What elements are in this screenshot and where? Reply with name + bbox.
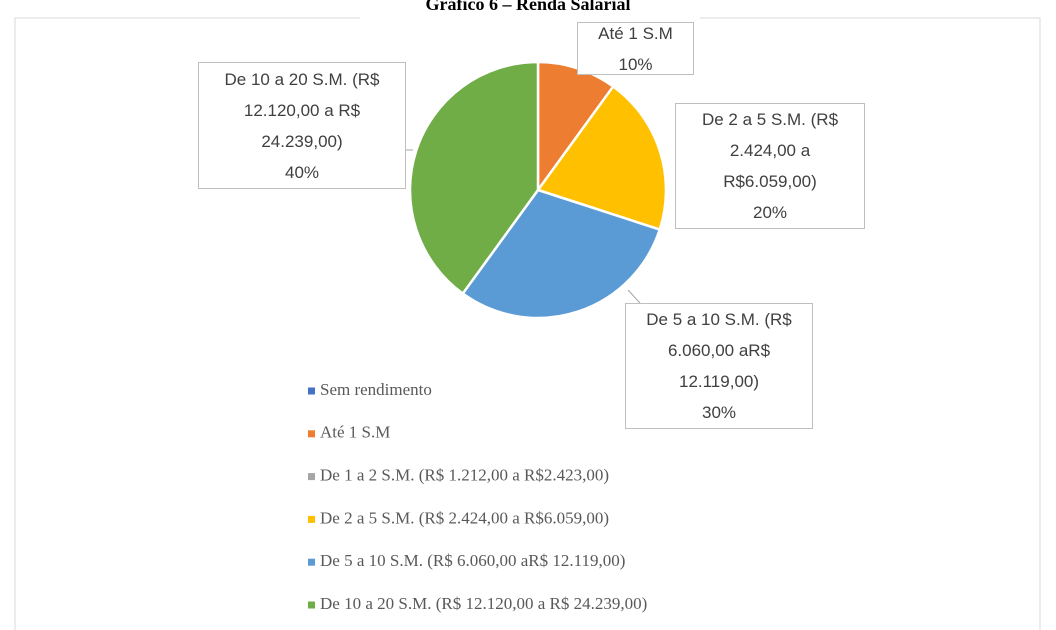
legend-label: Sem rendimento <box>320 380 432 399</box>
data-label-category: De 2 a 5 S.M. (R$ 2.424,00 a R$6.059,00) <box>701 110 839 191</box>
legend-label: De 1 a 2 S.M. (R$ 1.212,00 a R$2.423,00) <box>320 466 609 485</box>
pie-slice <box>535 84 668 232</box>
legend-label: Até 1 S.M <box>320 423 390 442</box>
legend-label: De 2 a 5 S.M. (R$ 2.424,00 a R$6.059,00) <box>320 508 609 527</box>
data-label: De 2 a 5 S.M. (R$ 2.424,00 a R$6.059,00)… <box>675 103 865 229</box>
chart-title: Gráfico 6 – Renda Salarial <box>426 0 631 14</box>
data-label-category: Até 1 S.M <box>598 23 673 43</box>
legend-swatch <box>308 430 315 438</box>
pie-slice <box>408 60 540 296</box>
legend-label: De 10 a 20 S.M. (R$ 12.120,00 a R$ 24.23… <box>320 594 647 613</box>
pie-slice <box>461 188 662 320</box>
legend-swatch <box>308 515 315 523</box>
data-label: De 10 a 20 S.M. (R$ 12.120,00 a R$ 24.23… <box>198 62 406 189</box>
legend-swatch <box>308 387 315 395</box>
data-label-category: De 5 a 10 S.M. (R$ 6.060,00 aR$ 12.119,0… <box>646 310 792 391</box>
data-label-category: De 10 a 20 S.M. (R$ 12.120,00 a R$ 24.23… <box>224 69 380 151</box>
data-label: Até 1 S.M 10% <box>577 22 694 75</box>
data-label-value: 40% <box>284 162 320 182</box>
data-label: De 5 a 10 S.M. (R$ 6.060,00 aR$ 12.119,0… <box>625 303 813 429</box>
legend-swatch <box>308 558 315 566</box>
legend-swatch <box>308 601 315 609</box>
leader-line <box>627 289 641 304</box>
title-backdrop <box>360 8 700 22</box>
legend-swatch <box>308 473 315 481</box>
data-label-value: 20% <box>752 203 788 222</box>
data-label-value: 10% <box>618 54 653 74</box>
legend-label: De 5 a 10 S.M. (R$ 6.060,00 aR$ 12.119,0… <box>320 551 625 570</box>
data-label-value: 30% <box>701 403 737 422</box>
